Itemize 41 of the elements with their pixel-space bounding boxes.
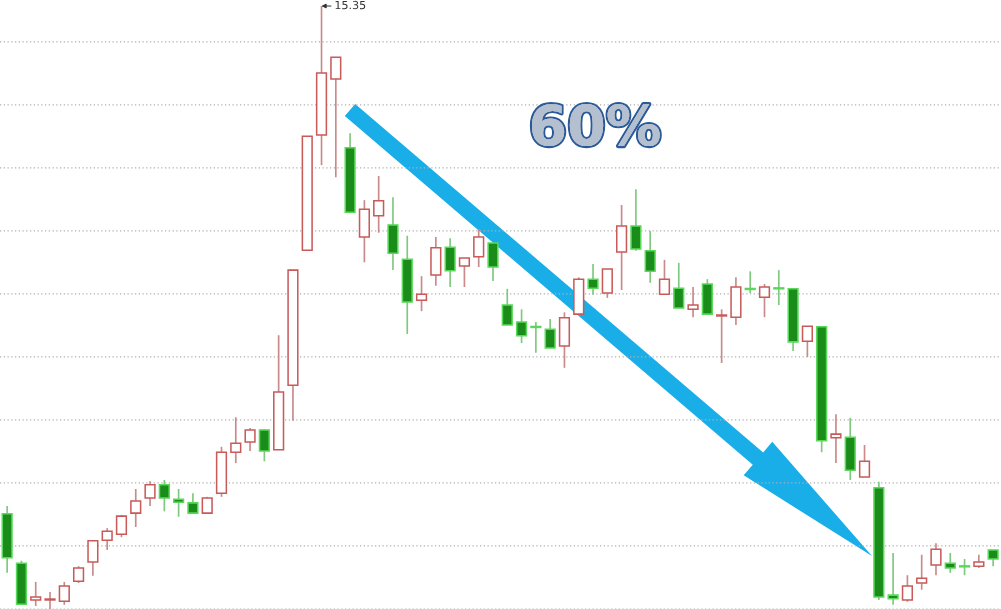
annotation: 15.35 xyxy=(335,0,366,10)
candlestick xyxy=(187,492,199,514)
candlestick xyxy=(101,527,113,551)
candlestick xyxy=(773,269,785,306)
candlestick xyxy=(687,286,699,318)
candlestick xyxy=(758,283,771,318)
candlestick xyxy=(901,574,914,603)
candlestick xyxy=(244,427,256,452)
candlestick xyxy=(30,581,42,607)
candlestick xyxy=(858,444,871,478)
candlestick xyxy=(373,175,385,234)
candlestick xyxy=(415,275,428,312)
candlestick xyxy=(258,428,270,463)
candlestick xyxy=(230,416,242,464)
candlestick xyxy=(87,539,99,577)
candlestick xyxy=(458,257,471,288)
candlestick xyxy=(444,237,456,288)
candlestick xyxy=(716,308,728,364)
candlestick xyxy=(887,552,899,606)
candlestick xyxy=(515,308,528,344)
candlestick xyxy=(58,581,70,606)
candlestick xyxy=(930,542,942,577)
candlestick xyxy=(587,263,599,296)
candlestick xyxy=(473,228,485,268)
candlestick xyxy=(658,259,671,296)
annotation: 60% xyxy=(531,104,660,147)
candlestick xyxy=(673,262,685,309)
candlestick xyxy=(330,56,342,179)
candlestick xyxy=(44,591,56,609)
candlestick xyxy=(801,325,813,358)
candlestick xyxy=(916,553,928,591)
candlestick xyxy=(630,188,642,252)
candlestick xyxy=(544,318,556,349)
candlestick xyxy=(644,230,656,284)
candlestick xyxy=(501,287,513,326)
candlestick xyxy=(172,488,185,518)
candlestick xyxy=(144,480,156,507)
candlestick xyxy=(944,552,956,574)
candlestick xyxy=(830,413,842,464)
candlestick xyxy=(130,488,142,528)
candlestick xyxy=(158,479,170,513)
